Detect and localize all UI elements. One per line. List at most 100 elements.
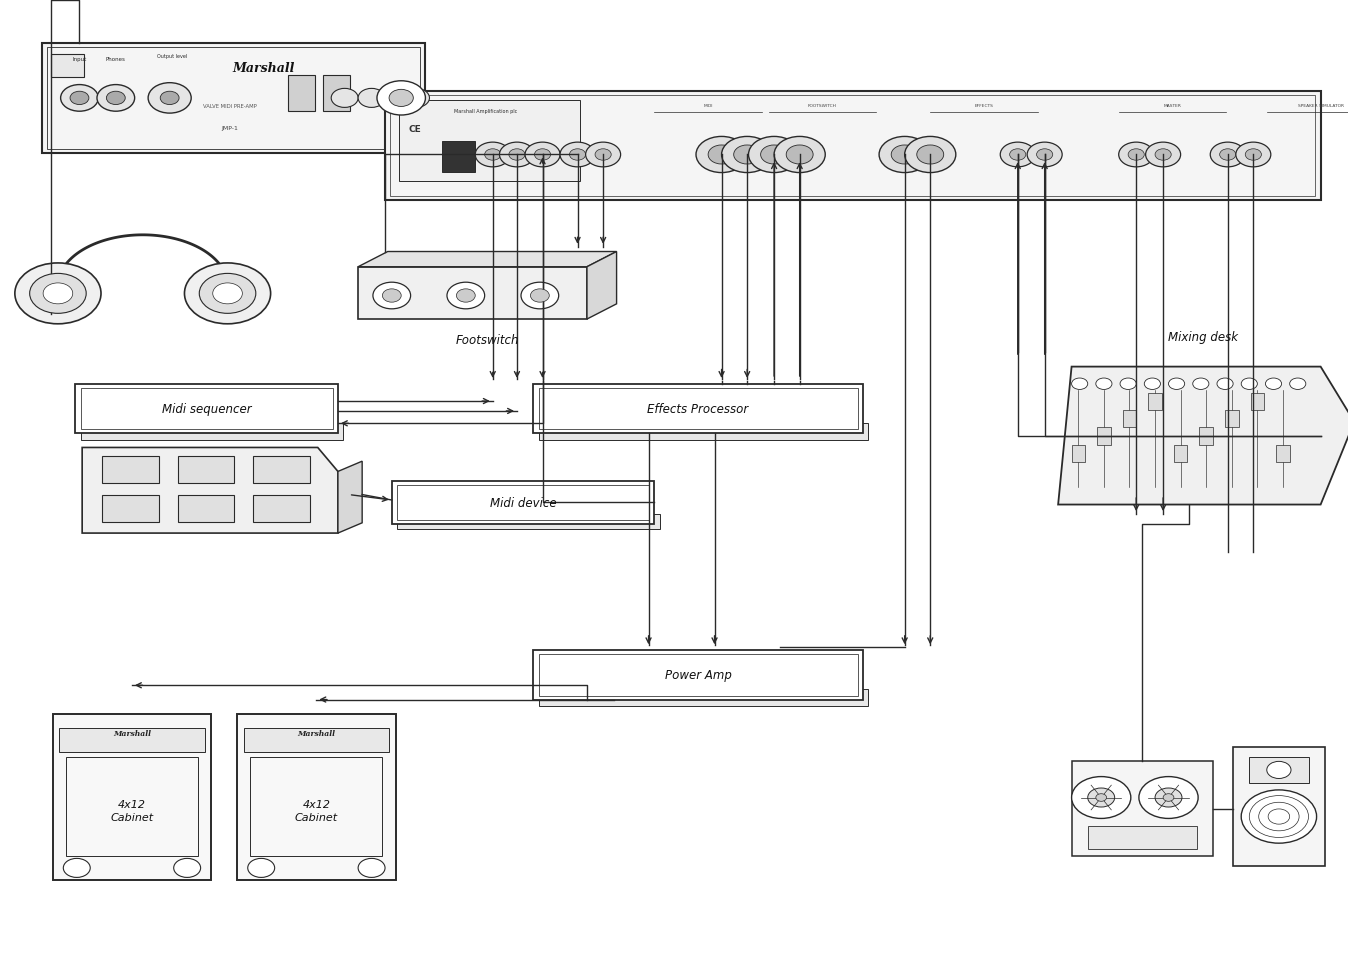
FancyBboxPatch shape <box>539 689 869 706</box>
Circle shape <box>1193 378 1209 390</box>
Circle shape <box>509 150 526 161</box>
Circle shape <box>1169 378 1185 390</box>
FancyBboxPatch shape <box>288 76 315 112</box>
Circle shape <box>149 84 192 114</box>
Text: Footswitch: Footswitch <box>455 334 519 347</box>
Circle shape <box>905 137 955 173</box>
Circle shape <box>358 90 385 109</box>
Text: Output level: Output level <box>157 54 188 59</box>
FancyBboxPatch shape <box>399 101 580 182</box>
FancyBboxPatch shape <box>323 76 350 112</box>
Polygon shape <box>338 461 362 534</box>
FancyBboxPatch shape <box>1148 394 1162 411</box>
Text: Marshall: Marshall <box>297 729 335 737</box>
Text: CE: CE <box>408 125 422 133</box>
FancyBboxPatch shape <box>243 728 389 752</box>
Circle shape <box>1146 143 1181 168</box>
Circle shape <box>521 283 559 310</box>
Circle shape <box>1128 150 1144 161</box>
Circle shape <box>485 150 501 161</box>
Circle shape <box>721 137 773 173</box>
FancyBboxPatch shape <box>103 496 159 522</box>
FancyBboxPatch shape <box>1071 445 1085 462</box>
Circle shape <box>447 283 485 310</box>
Circle shape <box>570 150 585 161</box>
Circle shape <box>500 143 535 168</box>
Text: Marshall Amplification plc: Marshall Amplification plc <box>454 109 517 113</box>
FancyBboxPatch shape <box>534 384 863 434</box>
FancyBboxPatch shape <box>253 456 309 483</box>
Circle shape <box>97 86 135 112</box>
Circle shape <box>880 137 931 173</box>
FancyBboxPatch shape <box>1233 747 1325 866</box>
FancyBboxPatch shape <box>1123 411 1136 428</box>
Circle shape <box>382 290 401 303</box>
Circle shape <box>1163 794 1174 801</box>
FancyBboxPatch shape <box>539 423 869 440</box>
Circle shape <box>1267 761 1292 779</box>
Circle shape <box>594 150 611 161</box>
Circle shape <box>1071 777 1131 819</box>
Circle shape <box>1246 150 1262 161</box>
Circle shape <box>43 284 73 305</box>
Text: Effects Processor: Effects Processor <box>647 402 748 416</box>
Circle shape <box>1266 378 1282 390</box>
Circle shape <box>531 290 550 303</box>
Circle shape <box>476 143 511 168</box>
Circle shape <box>358 859 385 878</box>
FancyBboxPatch shape <box>59 728 204 752</box>
FancyBboxPatch shape <box>1071 761 1213 857</box>
FancyBboxPatch shape <box>1097 428 1111 445</box>
Text: MASTER: MASTER <box>1163 104 1182 108</box>
Circle shape <box>15 264 101 324</box>
Circle shape <box>748 137 800 173</box>
Text: 4x12
Cabinet: 4x12 Cabinet <box>111 799 154 822</box>
Circle shape <box>174 859 200 878</box>
Circle shape <box>535 150 551 161</box>
Polygon shape <box>358 253 616 268</box>
Circle shape <box>30 274 86 314</box>
Text: EFFECTS: EFFECTS <box>974 104 993 108</box>
Circle shape <box>1242 378 1258 390</box>
FancyBboxPatch shape <box>392 481 654 524</box>
Circle shape <box>1155 788 1182 807</box>
Circle shape <box>1096 378 1112 390</box>
FancyBboxPatch shape <box>103 456 159 483</box>
Circle shape <box>1088 788 1115 807</box>
FancyBboxPatch shape <box>442 142 476 172</box>
Circle shape <box>1027 143 1062 168</box>
FancyBboxPatch shape <box>178 456 234 483</box>
Circle shape <box>1155 150 1171 161</box>
Circle shape <box>1009 150 1025 161</box>
Text: 4x12
Cabinet: 4x12 Cabinet <box>295 799 338 822</box>
Circle shape <box>761 146 788 165</box>
FancyBboxPatch shape <box>1277 445 1290 462</box>
Circle shape <box>774 137 825 173</box>
Circle shape <box>1236 143 1271 168</box>
FancyBboxPatch shape <box>178 496 234 522</box>
FancyBboxPatch shape <box>1174 445 1188 462</box>
Text: Input: Input <box>73 57 86 62</box>
Circle shape <box>1120 378 1136 390</box>
Circle shape <box>1036 150 1052 161</box>
Circle shape <box>200 274 255 314</box>
Circle shape <box>892 146 919 165</box>
Polygon shape <box>358 268 586 319</box>
Text: Phones: Phones <box>105 57 126 62</box>
FancyBboxPatch shape <box>253 496 309 522</box>
FancyBboxPatch shape <box>53 714 211 881</box>
Circle shape <box>696 137 747 173</box>
Text: VALVE MIDI PRE-AMP: VALVE MIDI PRE-AMP <box>204 104 257 109</box>
Circle shape <box>247 859 274 878</box>
Text: Midi device: Midi device <box>489 497 557 509</box>
Circle shape <box>1144 378 1161 390</box>
Circle shape <box>161 92 180 106</box>
Circle shape <box>1217 378 1233 390</box>
Text: Midi sequencer: Midi sequencer <box>162 402 251 416</box>
Circle shape <box>63 859 91 878</box>
Circle shape <box>1000 143 1035 168</box>
Circle shape <box>403 90 430 109</box>
Circle shape <box>61 86 99 112</box>
Circle shape <box>1071 378 1088 390</box>
FancyBboxPatch shape <box>1225 411 1239 428</box>
